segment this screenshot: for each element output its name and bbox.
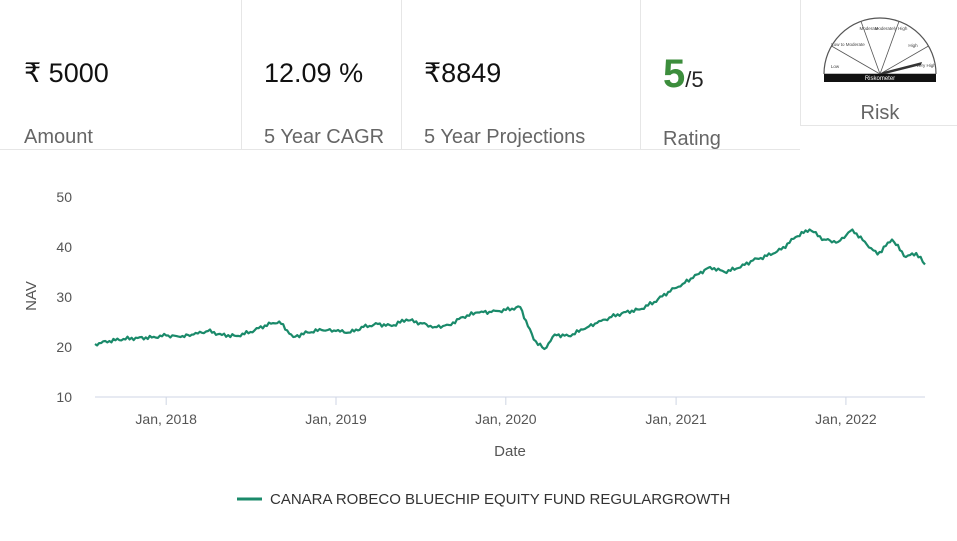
- rating-number: 5: [663, 52, 686, 96]
- amount-label: Amount: [24, 126, 93, 148]
- y-axis-title: NAV: [23, 281, 40, 311]
- rating-card: 5/5 Rating: [640, 0, 800, 150]
- x-axis: Jan, 2018 Jan, 2019 Jan, 2020 Jan, 2021 Jan,…: [135, 397, 877, 427]
- y-tick-label: 40: [56, 239, 72, 255]
- stats-row: ₹ 5000 Amount 12.09 % 5 Year CAGR ₹8849 …: [0, 0, 957, 152]
- rating-suffix: /5: [685, 67, 704, 92]
- risk-segment-very-high: Very High: [916, 63, 936, 68]
- projection-label: 5 Year Projections: [424, 126, 586, 148]
- series-line: [94, 228, 926, 351]
- x-tick-label: Jan, 2020: [475, 411, 537, 427]
- riskometer-caption: Riskometer: [865, 76, 895, 82]
- x-tick-label: Jan, 2019: [305, 411, 367, 427]
- y-tick-label: 50: [56, 189, 72, 205]
- riskometer-divider: [879, 21, 900, 75]
- x-tick-label: Jan, 2022: [815, 411, 877, 427]
- y-tick-label: 10: [56, 389, 72, 405]
- riskometer-icon: Low Low to Moderate Moderate Moderately …: [823, 17, 937, 82]
- legend-label[interactable]: CANARA ROBECO BLUECHIP EQUITY FUND REGUL…: [270, 491, 730, 508]
- x-axis-title: Date: [494, 443, 526, 460]
- x-tick-label: Jan, 2018: [135, 411, 197, 427]
- y-tick-label: 30: [56, 289, 72, 305]
- riskometer-divider: [879, 45, 929, 75]
- risk-label: Risk: [860, 102, 900, 124]
- y-axis: 10 20 30 40 50: [56, 189, 72, 405]
- projection-value: ₹8849: [424, 58, 502, 88]
- riskometer-needle: [877, 62, 922, 76]
- risk-card: Low Low to Moderate Moderate Moderately …: [800, 0, 957, 126]
- cagr-value: 12.09 %: [264, 58, 364, 88]
- risk-segment-low: Low: [831, 64, 840, 69]
- amount-card: ₹ 5000 Amount: [0, 0, 241, 150]
- cagr-card: 12.09 % 5 Year CAGR: [241, 0, 401, 150]
- amount-value: ₹ 5000: [24, 58, 109, 88]
- riskometer-divider: [860, 21, 881, 75]
- risk-segment-moderate: Moderate: [859, 26, 879, 31]
- y-tick-label: 20: [56, 339, 72, 355]
- riskometer-divider: [831, 45, 881, 75]
- riskometer-caption-bar: [824, 74, 936, 82]
- cagr-label: 5 Year CAGR: [264, 126, 385, 148]
- risk-segment-high: High: [908, 43, 918, 48]
- riskometer-arc: [823, 17, 937, 75]
- legend[interactable]: CANARA ROBECO BLUECHIP EQUITY FUND REGUL…: [237, 491, 730, 508]
- rating-value: 5/5: [663, 52, 704, 97]
- x-tick-label: Jan, 2021: [645, 411, 707, 427]
- rating-label: Rating: [663, 128, 721, 150]
- risk-segment-low-moderate: Low to Moderate: [831, 42, 865, 47]
- risk-segment-moderately-high: Moderately High: [875, 26, 908, 31]
- projection-card: ₹8849 5 Year Projections: [401, 0, 640, 150]
